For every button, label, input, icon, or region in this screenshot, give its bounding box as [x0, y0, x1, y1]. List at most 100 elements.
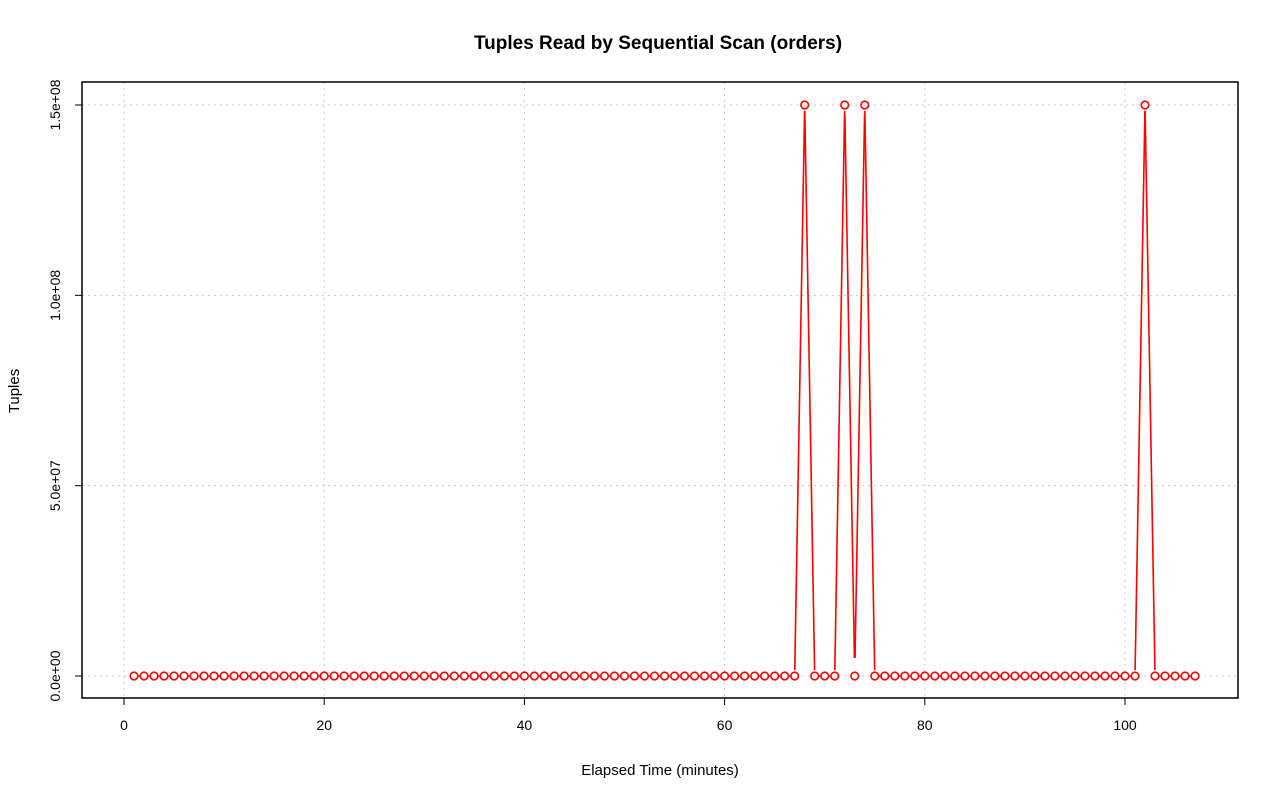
- data-point: [1040, 671, 1050, 681]
- data-point: [790, 671, 800, 681]
- data-point: [719, 671, 730, 681]
- x-axis-label: Elapsed Time (minutes): [581, 762, 739, 779]
- data-point: [589, 671, 600, 681]
- data-point: [569, 671, 580, 681]
- data-point: [149, 671, 159, 681]
- data-point: [750, 671, 760, 681]
- data-point: [189, 671, 199, 681]
- data-point: [539, 671, 550, 681]
- data-point: [669, 671, 680, 681]
- data-point: [699, 671, 710, 681]
- data-point: [599, 671, 610, 681]
- data-point: [499, 671, 509, 681]
- data-point: [980, 671, 990, 681]
- y-axis-label: Tuples: [6, 369, 23, 413]
- data-point: [970, 671, 980, 681]
- data-point: [860, 100, 870, 110]
- data-point: [1190, 671, 1200, 681]
- y-tick-label: 1.5e+08: [47, 79, 63, 130]
- data-point: [519, 671, 530, 681]
- data-point: [129, 671, 139, 681]
- data-point: [199, 671, 209, 681]
- data-point: [339, 671, 349, 681]
- data-point: [529, 671, 540, 681]
- data-point: [820, 671, 830, 681]
- series-layer: [138, 110, 1191, 677]
- data-point: [870, 671, 880, 681]
- data-point: [1050, 671, 1060, 681]
- x-tick-label: 40: [517, 717, 533, 733]
- y-tick-label: 5.0e+07: [47, 460, 63, 511]
- y-tick-label: 1.0e+08: [47, 270, 63, 321]
- data-point: [169, 671, 179, 681]
- data-point: [439, 671, 449, 681]
- data-point: [239, 671, 249, 681]
- data-point: [259, 671, 269, 681]
- data-point: [910, 671, 920, 681]
- data-point: [349, 671, 359, 681]
- data-point: [159, 671, 169, 681]
- data-point: [920, 671, 930, 681]
- data-point: [389, 671, 399, 681]
- data-point: [429, 671, 439, 681]
- data-point: [379, 671, 389, 681]
- data-point: [1100, 671, 1110, 681]
- data-point: [289, 671, 299, 681]
- data-point: [770, 671, 780, 681]
- data-point: [850, 671, 860, 681]
- data-point: [649, 671, 660, 681]
- data-point: [1160, 671, 1170, 681]
- data-point: [369, 671, 379, 681]
- data-point: [359, 671, 369, 681]
- data-point: [299, 671, 309, 681]
- data-point: [800, 100, 810, 110]
- data-point: [1170, 671, 1180, 681]
- data-point: [229, 671, 239, 681]
- data-point: [269, 671, 279, 681]
- y-tick-label: 0.0e+00: [47, 650, 63, 701]
- x-tick-label: 0: [120, 717, 128, 733]
- data-point: [319, 671, 329, 681]
- data-point: [740, 671, 750, 681]
- data-point: [579, 671, 590, 681]
- data-point: [139, 671, 149, 681]
- data-point: [309, 671, 319, 681]
- data-point: [559, 671, 570, 681]
- data-point: [960, 671, 970, 681]
- series-segment: [834, 110, 846, 671]
- grid-lines: [82, 82, 1238, 698]
- data-point: [329, 671, 339, 681]
- data-point: [459, 671, 469, 681]
- data-point: [609, 671, 620, 681]
- data-point: [730, 671, 740, 681]
- data-point: [1090, 671, 1100, 681]
- data-point: [629, 671, 640, 681]
- points-layer: [129, 100, 1200, 681]
- data-point: [780, 671, 790, 681]
- data-point: [679, 671, 690, 681]
- data-point: [469, 671, 479, 681]
- series-segment: [793, 110, 806, 671]
- data-point: [900, 671, 910, 681]
- data-point: [1060, 671, 1070, 681]
- data-point: [880, 671, 890, 681]
- data-point: [1140, 100, 1150, 110]
- data-point: [890, 671, 900, 681]
- data-point: [1080, 671, 1090, 681]
- data-point: [1180, 671, 1190, 681]
- x-tick-label: 80: [917, 717, 933, 733]
- data-point: [479, 671, 489, 681]
- series-segment: [803, 110, 816, 671]
- data-point: [509, 671, 519, 681]
- x-tick-label: 60: [717, 717, 733, 733]
- data-point: [930, 671, 940, 681]
- series-segment: [1144, 110, 1156, 671]
- data-point: [1030, 671, 1040, 681]
- data-point: [219, 671, 229, 681]
- data-point: [990, 671, 1000, 681]
- x-axis: 0 20 40 60 80 100: [120, 698, 1137, 733]
- data-point: [659, 671, 670, 681]
- data-point: [549, 671, 560, 681]
- data-point: [760, 671, 770, 681]
